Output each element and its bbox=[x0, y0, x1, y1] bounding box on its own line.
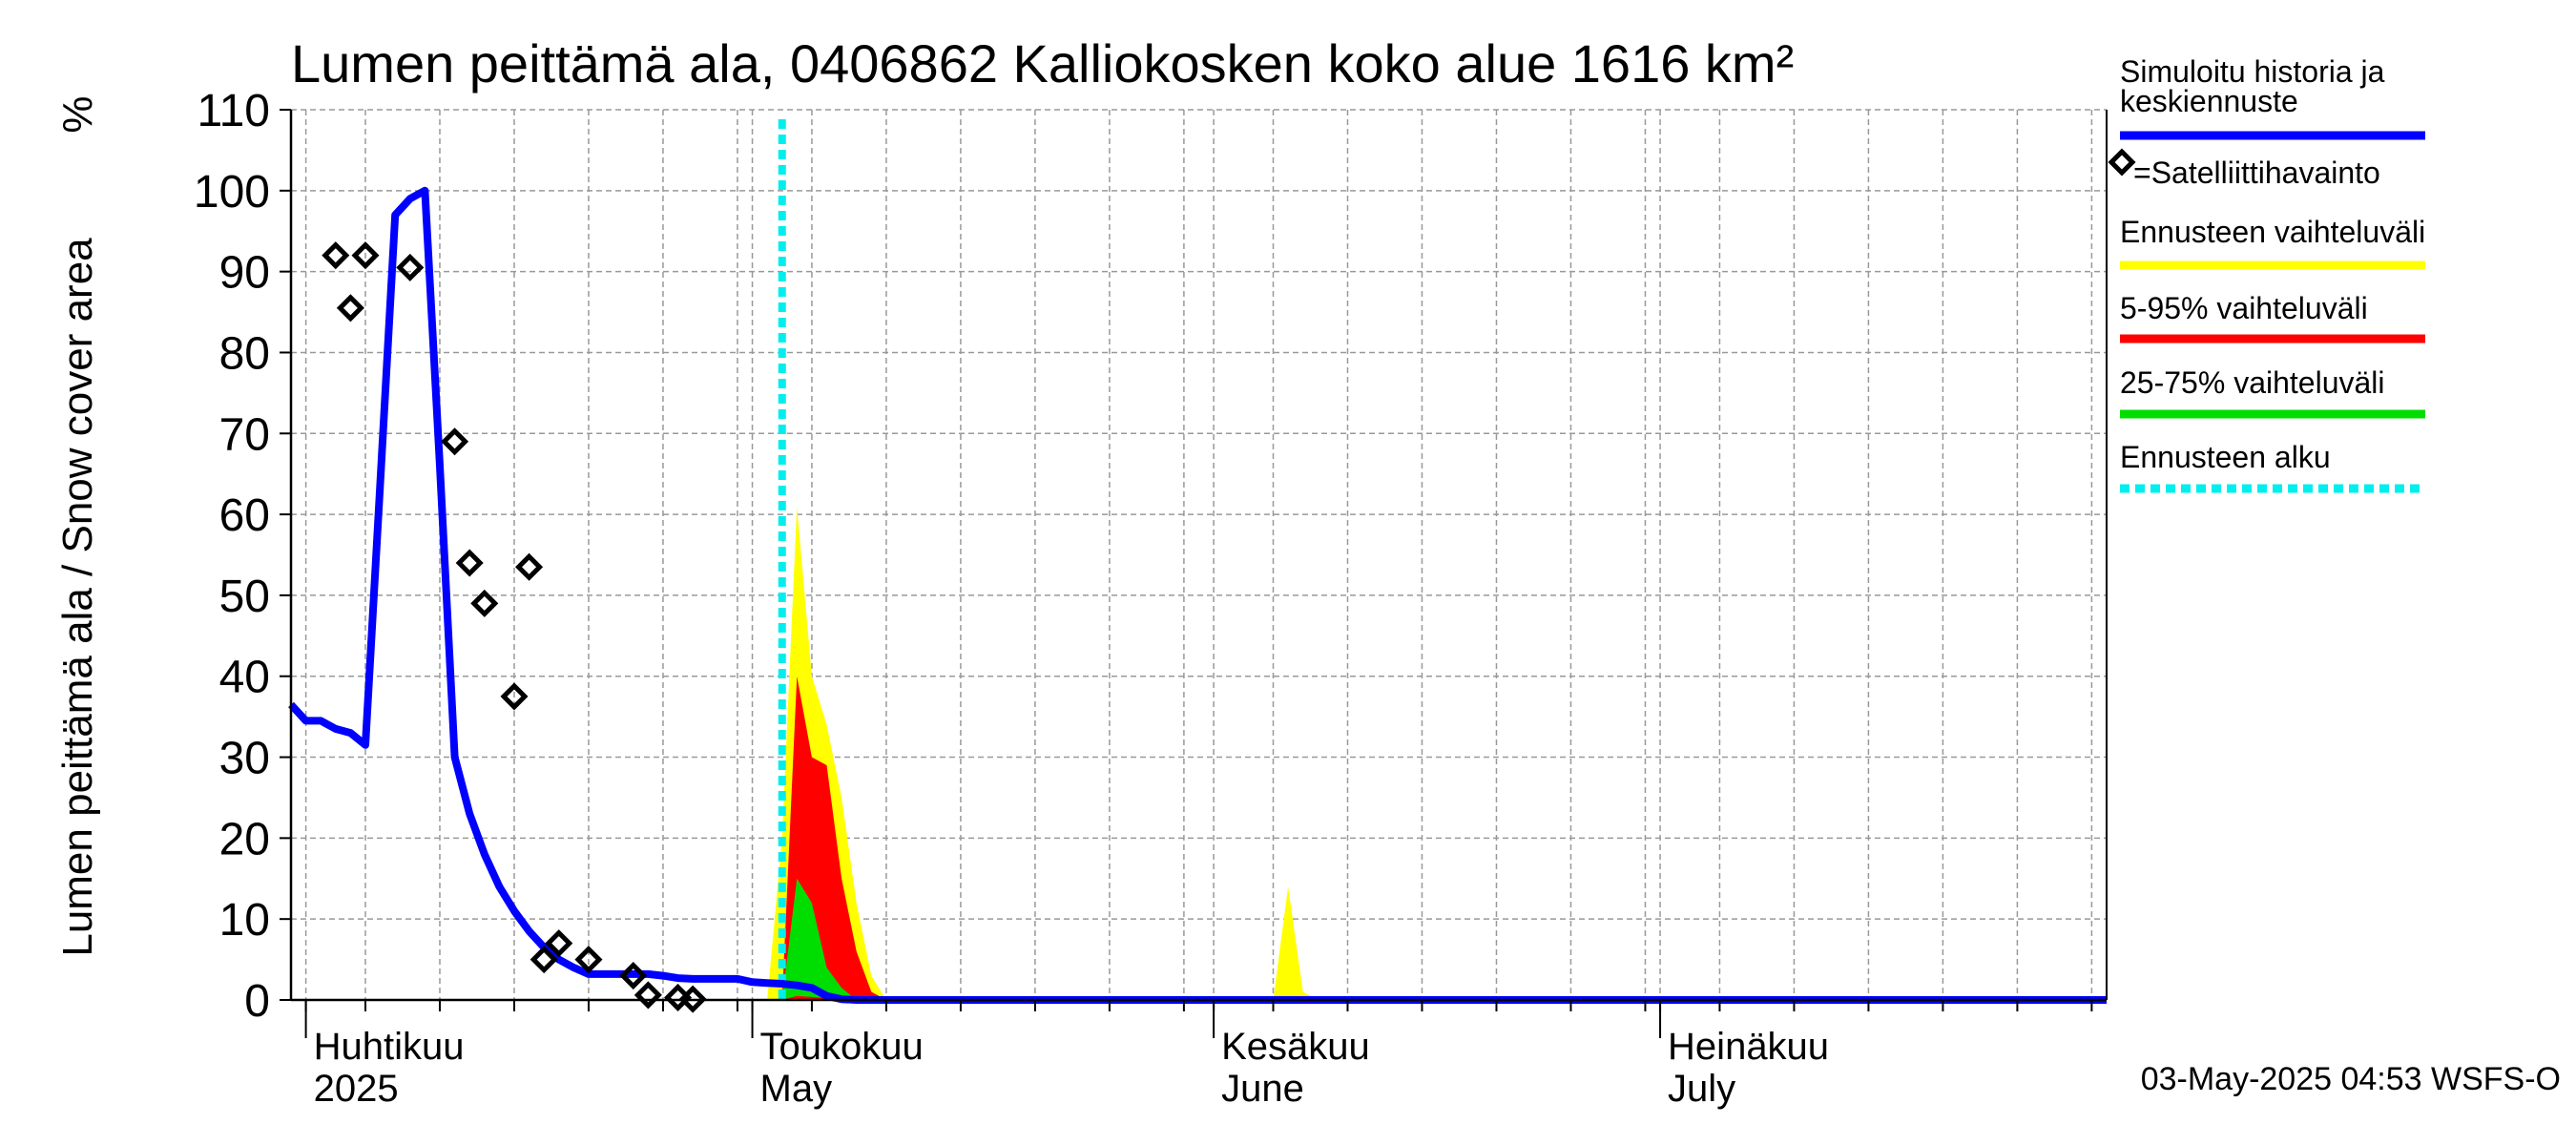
y-tick-label: 80 bbox=[219, 328, 270, 379]
footer-timestamp: 03-May-2025 04:53 WSFS-O bbox=[2141, 1061, 2561, 1097]
legend-label-history: Simuloitu historia ja bbox=[2120, 54, 2385, 89]
legend-label-forecast_start: Ennusteen alku bbox=[2120, 440, 2331, 474]
y-tick-label: 100 bbox=[194, 167, 270, 218]
legend-label-p25_75: 25-75% vaihteluväli bbox=[2120, 365, 2385, 400]
y-axis-label: Lumen peittämä ala / Snow cover area bbox=[54, 238, 101, 957]
satellite-point bbox=[678, 985, 707, 1013]
legend-label-history-cont: keskiennuste bbox=[2120, 84, 2298, 118]
y-tick-label: 0 bbox=[244, 976, 270, 1027]
satellite-point bbox=[500, 682, 529, 711]
y-axis-unit: % bbox=[54, 95, 101, 133]
satellite-point bbox=[545, 929, 573, 958]
month-sublabel: May bbox=[760, 1068, 833, 1110]
y-tick-label: 10 bbox=[219, 895, 270, 946]
satellite-point bbox=[634, 981, 662, 1010]
satellite-point bbox=[515, 552, 544, 581]
band-range bbox=[1273, 886, 1319, 1000]
satellite-point bbox=[336, 294, 364, 323]
y-tick-label: 110 bbox=[197, 86, 270, 136]
month-sublabel: July bbox=[1668, 1068, 1735, 1110]
satellite-point bbox=[574, 946, 603, 974]
satellite-point bbox=[351, 241, 380, 270]
y-tick-label: 30 bbox=[219, 734, 270, 784]
forecast-bands bbox=[767, 506, 1319, 1000]
month-label: Heinäkuu bbox=[1668, 1026, 1829, 1068]
legend-label-satellite: =Satelliittihavainto bbox=[2133, 156, 2380, 190]
satellite-point bbox=[322, 241, 350, 270]
series-line-history bbox=[288, 186, 2107, 1004]
satellite-point bbox=[470, 589, 499, 617]
y-tick-label: 20 bbox=[219, 814, 270, 864]
satellite-point bbox=[530, 946, 558, 974]
satellite-point bbox=[455, 549, 484, 577]
satellite-point bbox=[619, 962, 648, 990]
month-sublabel: 2025 bbox=[314, 1068, 399, 1110]
chart-title: Lumen peittämä ala, 0406862 Kalliokosken… bbox=[291, 33, 1794, 94]
satellite-markers bbox=[322, 241, 707, 1013]
series-lines bbox=[288, 119, 2107, 1004]
legend-label-p5_95: 5-95% vaihteluväli bbox=[2120, 291, 2368, 325]
y-tick-label: 40 bbox=[219, 653, 270, 703]
y-tick-label: 50 bbox=[219, 572, 270, 622]
band-p25_75 bbox=[781, 878, 857, 1000]
satellite-point bbox=[396, 253, 425, 281]
grid-layer bbox=[291, 109, 2107, 1000]
legend-label-range: Ennusteen vaihteluväli bbox=[2120, 215, 2425, 249]
y-tick-label: 90 bbox=[219, 248, 270, 299]
month-label: Kesäkuu bbox=[1221, 1026, 1370, 1068]
legend-swatch-satellite bbox=[2108, 148, 2136, 177]
month-sublabel: June bbox=[1221, 1068, 1304, 1110]
month-label: Toukokuu bbox=[760, 1026, 924, 1068]
y-tick-label: 60 bbox=[219, 490, 270, 541]
month-label: Huhtikuu bbox=[314, 1026, 465, 1068]
y-tick-label: 70 bbox=[219, 409, 270, 460]
satellite-point bbox=[441, 427, 469, 456]
